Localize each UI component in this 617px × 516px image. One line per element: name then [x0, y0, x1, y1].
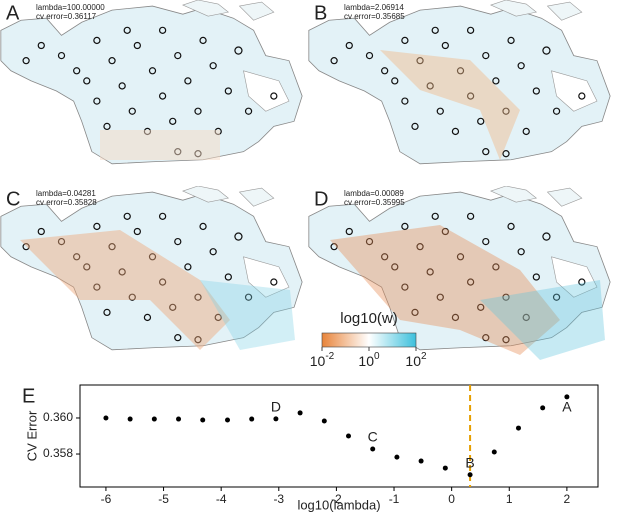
lambda-text: lambda=0.00089 [344, 189, 404, 198]
point [442, 465, 448, 471]
point [103, 415, 109, 421]
x-tick-label: -4 [216, 492, 227, 506]
panel-label: E [22, 385, 35, 407]
point [515, 425, 521, 431]
colorbar-title: log10(w) [340, 310, 398, 327]
x-axis-label: log10(lambda) [297, 497, 380, 512]
panel-a [0, 0, 303, 165]
panel-b [308, 0, 611, 165]
map-shade [100, 130, 220, 160]
cv-error-text: cv error=0.35685 [344, 12, 405, 21]
panel-label: C [6, 188, 20, 210]
map-shade [330, 225, 560, 355]
point-label: B [465, 454, 474, 470]
point [346, 433, 352, 439]
panel-label: D [314, 188, 328, 210]
colorbar-tick-label: 102 [405, 351, 427, 369]
lambda-text: lambda=100.00000 [36, 3, 105, 12]
map-shade [480, 280, 605, 360]
point [273, 416, 279, 422]
plot-frame [79, 384, 599, 488]
point [394, 454, 400, 460]
panel-d [308, 186, 611, 360]
y-tick-label: 0.358 [43, 446, 73, 460]
map-shade [200, 280, 295, 350]
point [151, 416, 157, 422]
colorbar-tick-label: 100 [358, 351, 380, 369]
cv-error-text: cv error=0.35995 [344, 198, 405, 207]
point [249, 416, 255, 422]
panel-label: B [314, 2, 327, 24]
point [200, 417, 206, 423]
x-tick-label: 1 [506, 492, 513, 506]
cv-error-text: cv error=0.35828 [36, 198, 97, 207]
point [297, 410, 303, 416]
x-tick-label: -5 [158, 492, 169, 506]
map-shade [380, 50, 520, 160]
point [176, 416, 182, 422]
colorbar-tick-label: 10-2 [310, 351, 335, 369]
point [225, 417, 231, 423]
point [127, 416, 133, 422]
point [540, 405, 546, 411]
point-label: D [271, 399, 281, 415]
x-tick-label: -2 [331, 492, 342, 506]
point [418, 458, 424, 464]
x-tick-label: 0 [448, 492, 455, 506]
panel-c [0, 186, 303, 351]
point-label: C [368, 429, 378, 445]
point [491, 449, 497, 455]
colorbar: log10(w) 10-2 100 102 [310, 310, 427, 369]
point [467, 472, 473, 478]
point-label: A [562, 399, 572, 415]
lambda-text: lambda=0.04281 [36, 189, 96, 198]
point [564, 394, 570, 400]
point [321, 418, 327, 424]
lambda-text: lambda=2.06914 [344, 3, 404, 12]
point [370, 446, 376, 452]
x-tick-label: -3 [273, 492, 284, 506]
cv-error-text: cv error=0.36117 [36, 12, 97, 21]
y-axis-label: CV Error [24, 410, 39, 461]
x-tick-label: -1 [389, 492, 400, 506]
colorbar-bar [321, 332, 417, 348]
panel-label: A [6, 2, 20, 24]
map-shade [20, 230, 230, 350]
x-tick-label: -6 [101, 492, 112, 506]
x-tick-label: 2 [564, 492, 571, 506]
y-tick-label: 0.360 [43, 410, 73, 424]
